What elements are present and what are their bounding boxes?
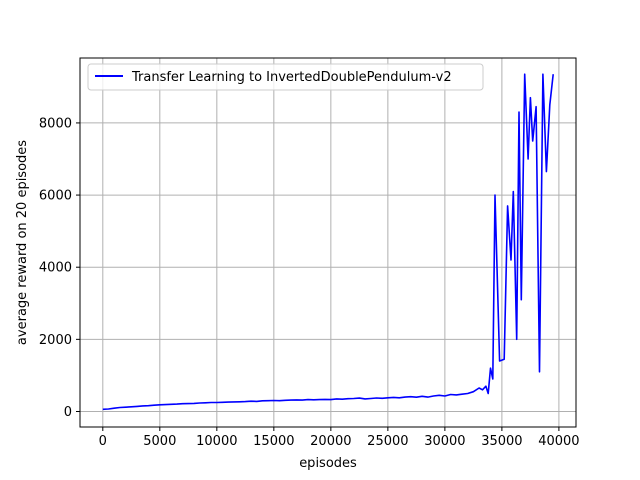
x-tick-label: 40000 — [538, 434, 579, 449]
grid-lines — [80, 58, 576, 427]
x-tick-label: 10000 — [196, 434, 237, 449]
y-tick-label: 8000 — [39, 116, 72, 131]
x-tick-label: 20000 — [310, 434, 351, 449]
x-tick-label: 30000 — [424, 434, 465, 449]
y-tick-label: 2000 — [39, 333, 72, 348]
series-line — [102, 73, 554, 411]
x-axis-ticks: 0 5000 10000 15000 20000 25000 30000 35000 40000 — [99, 427, 580, 449]
x-axis-label: episodes — [299, 456, 357, 471]
x-tick-label: 25000 — [367, 434, 408, 449]
legend: Transfer Learning to InvertedDoublePendu… — [87, 63, 484, 91]
plot-area-frame — [79, 57, 577, 428]
y-axis-ticks: 0 2000 4000 6000 8000 — [39, 116, 80, 420]
x-tick-label: 5000 — [143, 434, 176, 449]
legend-entry-label: Transfer Learning to InvertedDoublePendu… — [131, 70, 452, 85]
y-tick-label: 4000 — [39, 261, 72, 276]
y-axis-label: average reward on 20 episodes — [15, 140, 30, 345]
x-tick-label: 0 — [99, 434, 107, 449]
series-layer — [102, 73, 554, 411]
y-tick-label: 6000 — [39, 189, 72, 204]
legend-box — [87, 63, 484, 91]
y-tick-label: 0 — [64, 405, 72, 420]
x-tick-label: 35000 — [481, 434, 522, 449]
x-tick-label: 15000 — [253, 434, 294, 449]
